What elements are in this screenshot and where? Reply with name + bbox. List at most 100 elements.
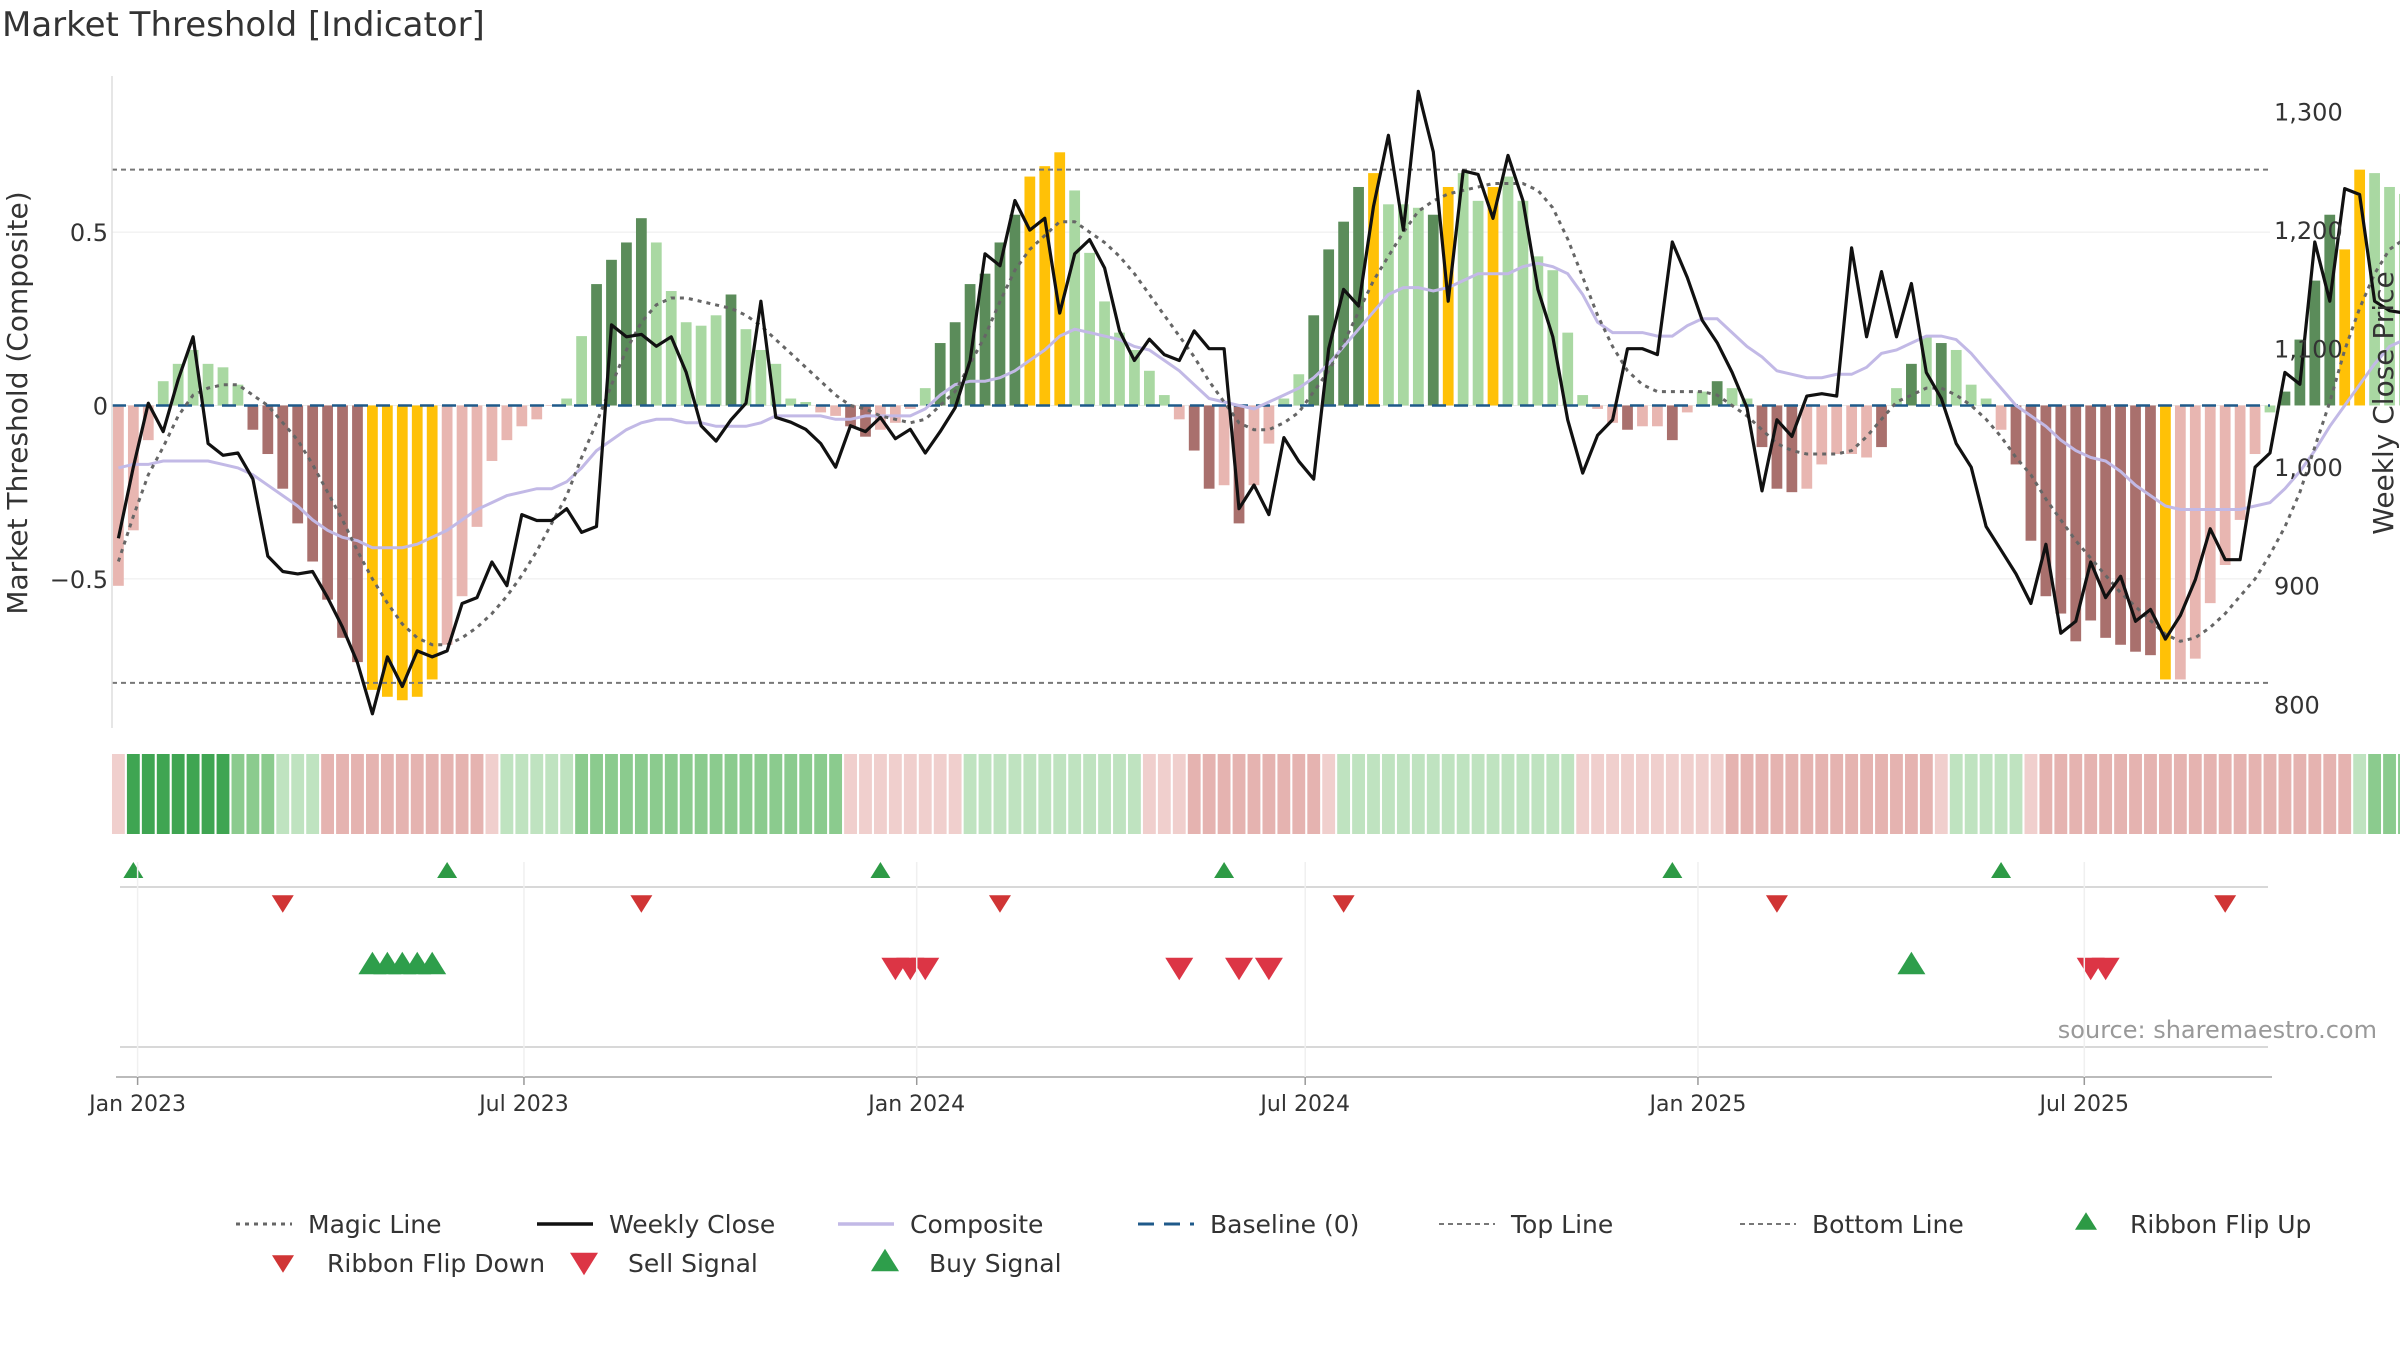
composite-bar [2204,405,2216,604]
reference-lines [112,168,2270,684]
composite-bar [456,405,468,597]
composite-bar [142,405,154,441]
composite-bar [904,405,916,409]
ribbon-segment [1755,754,1769,834]
ribbon-segment [1038,754,1052,834]
composite-bar [1039,166,1051,406]
ribbon-segment [1157,754,1171,834]
ribbon-segment [754,754,768,834]
composite-bar [1233,405,1245,524]
ribbon-segment [709,754,723,834]
ribbon-segment [380,754,394,834]
ribbon-segment [963,754,977,834]
composite-bar [1652,405,1663,427]
ribbon-flip-down-marker [1765,895,1788,913]
composite-bar [2160,405,2171,680]
weekly-close-line [116,89,2400,716]
composite-bar [665,291,677,406]
composite-bar [1323,249,1335,406]
composite-bar [2189,405,2201,659]
composite-bar [591,284,602,406]
composite-bar [277,405,289,489]
legend-label: Ribbon Flip Down [327,1249,545,1278]
composite-bar [2234,405,2246,520]
ribbon-segment [1083,754,1097,834]
ribbon-segment [440,754,454,834]
composite-bar [396,405,408,701]
ribbon-segment [410,754,424,834]
legend-swatch-triangle-down [272,1255,294,1273]
ribbon-segment [2368,754,2382,834]
composite-bar [441,405,453,645]
ribbon-segment [2203,754,2217,834]
composite-bar [1950,349,1962,406]
composite-bar [1293,374,1305,406]
ribbon-segment [1904,754,1918,834]
composite-bar [979,273,991,406]
legend-label: Magic Line [308,1210,442,1239]
ribbon-segment [2069,754,2083,834]
composite-bar [2219,405,2231,565]
ribbon-segment [1098,754,1111,834]
ribbon-segment [231,754,245,834]
ribbon-segment [1516,754,1530,834]
composite-bar [1427,214,1439,406]
ribbon-segment [605,754,618,834]
composite-bar [1143,370,1155,406]
ribbon-segment [829,754,843,834]
ribbon-segment [321,754,335,834]
ribbon-segment [216,754,230,834]
legend-item: Composite [838,1210,1043,1239]
ribbon-segment [1815,754,1829,834]
composite-bar [232,384,244,406]
ribbon-segment [141,754,155,834]
ribbon-segment [1875,754,1888,834]
ribbon-segment [201,754,215,834]
ribbon-segment [918,754,932,834]
ribbon-segment [888,754,902,834]
ribbon-segment [948,754,962,834]
composite-bar [1846,405,1858,455]
ribbon-segment [1830,754,1844,834]
signal-markers [120,862,2268,1048]
ribbon-segment [1023,754,1037,834]
composite-bar [411,405,423,697]
composite-bar [785,398,797,406]
ribbon-segment [2218,754,2232,834]
ribbon-flip-down-marker [2214,895,2237,913]
composite-bar [680,322,692,406]
x-tick-label: Jan 2025 [1647,1092,1746,1117]
ribbon-segment [2263,754,2277,834]
ribbon-segment [2024,754,2038,834]
legend-item: Weekly Close [537,1210,775,1239]
composite-bar [2085,405,2097,621]
y-tick-label-right: 1,200 [2274,217,2343,245]
ribbon-flip-down-marker [271,895,294,913]
ribbon-segment [246,754,260,834]
x-tick-label: Jul 2025 [2038,1092,2130,1117]
ribbon-segment [2144,754,2157,834]
ribbon-segment [365,754,379,834]
composite-bar [1771,405,1783,489]
composite-bar [546,405,558,406]
ribbon-segment [1008,754,1022,834]
ribbon-segment [2338,754,2352,834]
composite-bar [2324,214,2336,406]
composite-bar [2339,249,2351,406]
ribbon-segment [351,754,364,834]
ribbon-segment [425,754,439,834]
ribbon-flip-down-marker [1332,895,1355,913]
composite-bar [1532,256,1544,406]
ribbon-segment [1561,754,1575,834]
composite-bar [1562,332,1574,406]
ribbon-segment [2099,754,2113,834]
composite-bar [1637,405,1648,427]
composite-bar [501,405,513,441]
composite-bar [2174,405,2186,680]
composite-bar [1188,405,1200,451]
ribbon-segment [2054,754,2068,834]
composite-bar [1935,343,1947,406]
source-note: source: sharemaestro.com [2058,1016,2377,1044]
composite-bar [1592,405,1604,409]
ribbon-segment [1187,754,1201,834]
